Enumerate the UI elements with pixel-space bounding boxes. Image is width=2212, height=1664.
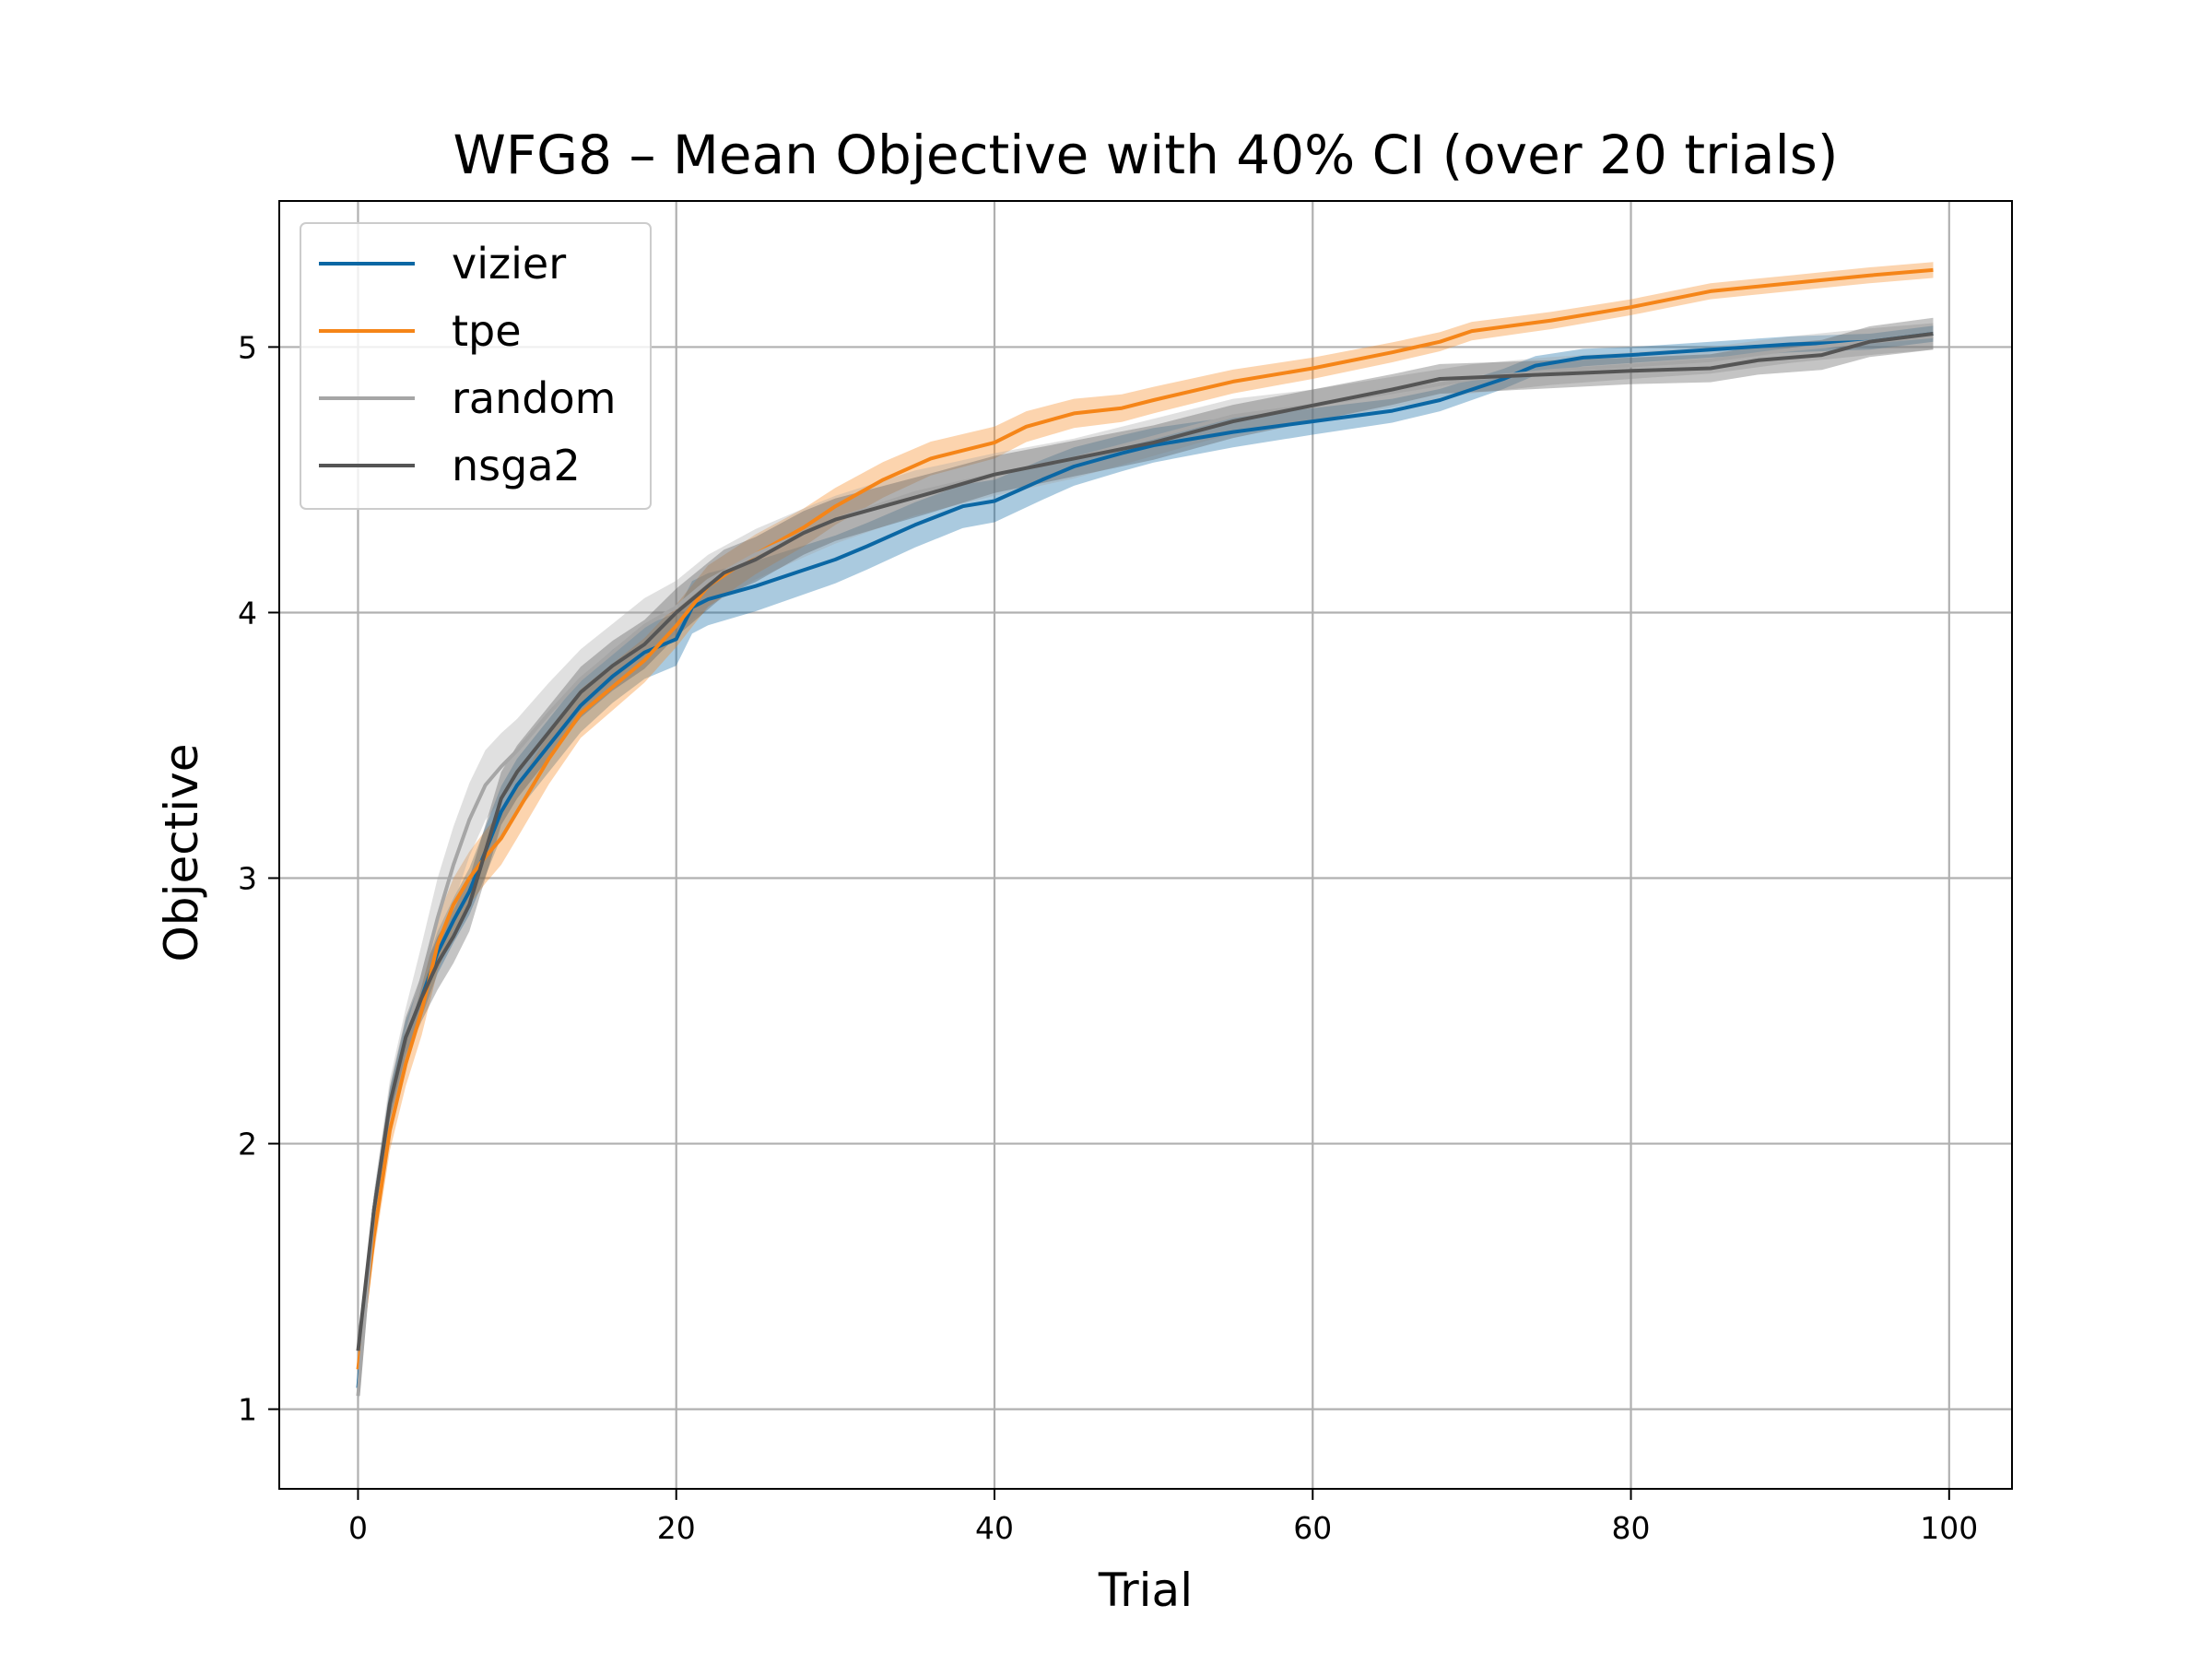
y-tick-label: 1: [238, 1392, 257, 1428]
vizier-ci-band: [358, 325, 1934, 1399]
ticks: 0 20 40 60 80 100 1 2 3 4 5: [238, 329, 1978, 1546]
legend-label-tpe: tpe: [452, 306, 522, 356]
x-tick-label: 60: [1293, 1510, 1332, 1546]
x-tick-label: 80: [1612, 1510, 1651, 1546]
y-tick-label: 4: [238, 595, 257, 631]
y-tick-label: 5: [238, 329, 257, 365]
x-tick-label: 40: [975, 1510, 1014, 1546]
legend-box: [300, 222, 652, 510]
legend-label-random: random: [452, 373, 616, 423]
x-tick-label: 20: [657, 1510, 696, 1546]
x-tick-label: 0: [348, 1510, 368, 1546]
plot-frame: [278, 200, 2013, 1490]
x-axis-label: Trial: [1098, 1564, 1193, 1617]
nsga2-ci-band: [358, 317, 1934, 1362]
tpe-line: [356, 267, 1934, 1370]
y-axis-label: Objective: [155, 743, 208, 962]
y-tick-label: 2: [238, 1127, 257, 1162]
series-lines: [356, 267, 1934, 1397]
legend-label-nsga2: nsga2: [452, 441, 581, 490]
legend: vizier tpe random nsga2: [300, 222, 652, 510]
legend-label-vizier: vizier: [452, 239, 566, 289]
y-tick-label: 3: [238, 861, 257, 897]
x-tick-label: 100: [1920, 1510, 1978, 1546]
nsga2-line: [356, 332, 1934, 1351]
chart-title: WFG8 – Mean Objective with 40% CI (over …: [453, 124, 1838, 186]
ci-bands: [358, 262, 1934, 1410]
tpe-ci-band: [358, 262, 1934, 1386]
